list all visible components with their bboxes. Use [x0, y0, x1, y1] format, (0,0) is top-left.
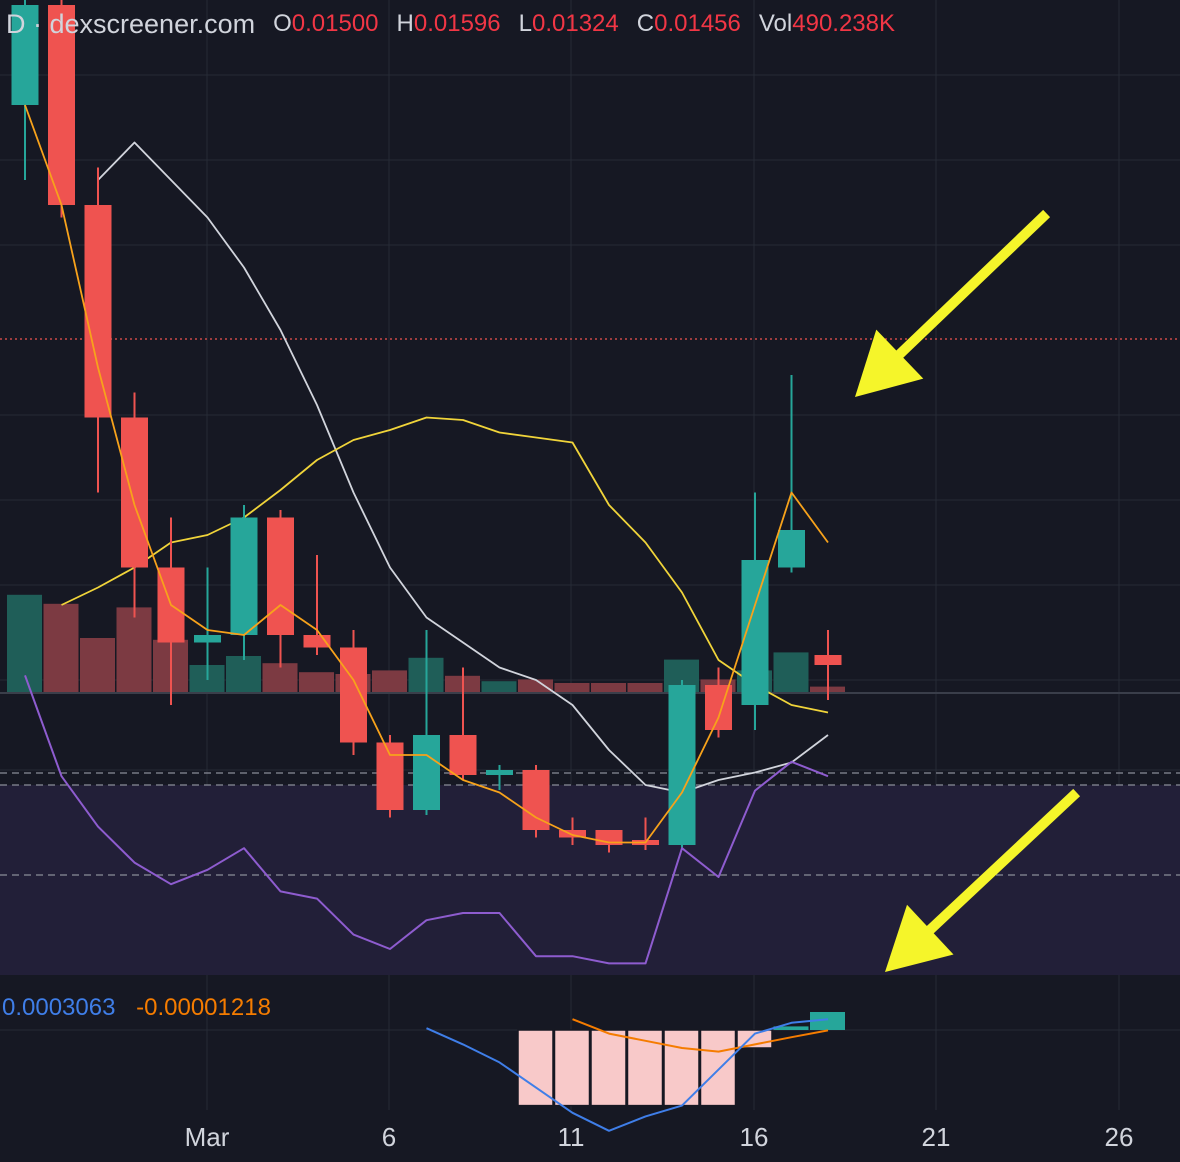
volume-label: Vol: [758, 10, 793, 37]
macd-histogram-bar: [590, 1029, 627, 1107]
candle-body: [814, 655, 842, 665]
candle-body: [705, 685, 732, 730]
annotation-arrow-price-head: [855, 329, 924, 397]
rsi-band: [0, 772, 1180, 975]
macd-histogram-bar: [699, 1029, 737, 1107]
volume-bar: [554, 683, 590, 692]
candle-body: [449, 735, 477, 775]
volume-bar: [226, 656, 261, 692]
volume-bar: [773, 652, 809, 692]
candle-body: [413, 735, 440, 810]
candle-body: [121, 417, 148, 568]
macd-signal-line: [572, 1018, 829, 1053]
volume-bar: [627, 683, 663, 692]
volume-bar: [262, 663, 298, 692]
ma-mid-line: [97, 141, 829, 794]
x-tick-label: 21: [921, 1122, 951, 1152]
macd-histogram-bar: [810, 1012, 845, 1030]
macd-layer: [426, 1012, 845, 1132]
candle-body: [778, 530, 805, 568]
annotation-arrow-macd-shaft: [900, 788, 1081, 958]
volume-bar: [518, 679, 553, 692]
low-label: L: [518, 10, 532, 37]
volume-bar: [481, 681, 517, 692]
macd-values: 0.0003063 -0.00001218: [2, 994, 271, 1022]
candle-body: [267, 517, 294, 635]
candle-body: [522, 770, 550, 830]
high-value: 0.01596: [413, 10, 501, 37]
annotation-arrow-macd-head: [885, 904, 954, 972]
macd-histogram-bar: [663, 1029, 700, 1107]
low-value: 0.01324: [532, 10, 619, 37]
candle-body: [84, 205, 112, 418]
volume-bar: [116, 607, 152, 692]
open-label: O: [273, 10, 292, 37]
candle-body: [559, 830, 586, 838]
macd-histogram-bar: [553, 1029, 591, 1107]
open-value: 0.01500: [291, 10, 379, 37]
volume-bar: [372, 670, 407, 692]
volume-bar: [80, 638, 115, 692]
x-tick-label: 6: [381, 1122, 397, 1152]
candle-body: [11, 5, 39, 105]
annotation-arrow-price-shaft: [870, 209, 1051, 383]
rsi-layer: [24, 675, 829, 965]
candle-body: [48, 5, 75, 205]
x-tick-label: Mar: [184, 1122, 230, 1152]
rsi-line: [24, 675, 829, 965]
candle-body: [486, 770, 513, 775]
macd-value: 0.0003063: [2, 994, 116, 1021]
close-label: C: [636, 10, 655, 37]
symbol-label: D · dexscreener.com: [6, 8, 256, 39]
volume-bar: [43, 603, 79, 692]
candle-body: [340, 647, 367, 743]
high-label: H: [396, 10, 414, 37]
arrow-layer: [855, 209, 1081, 972]
candle-body: [230, 517, 258, 635]
candle-body: [303, 635, 331, 648]
candle-body: [194, 635, 221, 643]
close-value: 0.01456: [654, 10, 741, 37]
macd-histogram-bar: [773, 1026, 809, 1030]
ma-layer: [61, 141, 829, 794]
rsi-band-fill: [0, 785, 1180, 975]
candle-body: [376, 742, 404, 810]
candle-body: [668, 685, 696, 845]
volume-bar: [7, 594, 42, 692]
x-tick-label: 11: [557, 1122, 585, 1152]
signal-value: -0.00001218: [136, 994, 271, 1021]
ma-slow-line: [61, 416, 829, 714]
candle-layer: [11, 0, 842, 853]
x-tick-label: 16: [739, 1122, 769, 1152]
volume-bar: [299, 672, 334, 692]
volume-value: 490.238K: [792, 10, 896, 37]
macd-histogram-bar: [517, 1029, 554, 1107]
macd-line: [426, 1018, 829, 1132]
volume-bar: [591, 683, 626, 692]
x-tick-label: 26: [1104, 1122, 1134, 1152]
ma-fast-line: [24, 104, 829, 844]
